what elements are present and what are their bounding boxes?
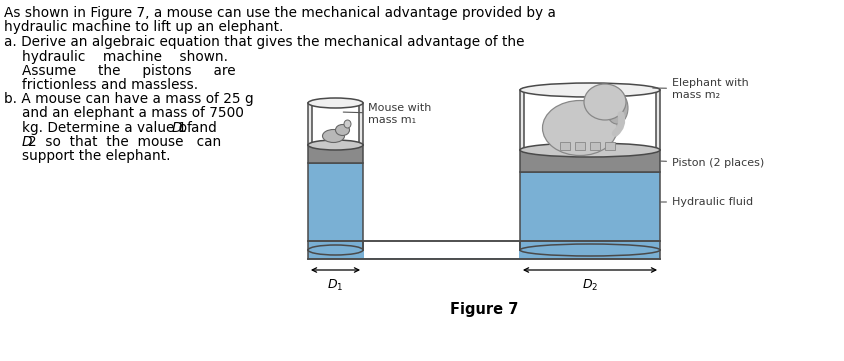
Text: D: D — [172, 121, 182, 135]
Text: 1 and: 1 and — [178, 121, 217, 135]
Bar — [519, 172, 659, 250]
Text: a. Derive an algebraic equation that gives the mechanical advantage of the: a. Derive an algebraic equation that giv… — [4, 35, 524, 49]
Ellipse shape — [307, 98, 363, 108]
Bar — [307, 103, 311, 145]
Ellipse shape — [542, 100, 617, 156]
Text: and an elephant a mass of 7500: and an elephant a mass of 7500 — [22, 106, 244, 121]
Ellipse shape — [307, 245, 363, 255]
Text: support the elephant.: support the elephant. — [22, 149, 170, 163]
Text: $D_2$: $D_2$ — [582, 278, 598, 293]
Bar — [519, 90, 523, 150]
Bar — [307, 241, 659, 259]
Bar — [307, 163, 363, 250]
Ellipse shape — [519, 83, 659, 97]
Ellipse shape — [519, 244, 659, 256]
Ellipse shape — [322, 130, 344, 143]
Ellipse shape — [307, 140, 363, 150]
Bar — [307, 145, 363, 163]
Ellipse shape — [583, 84, 625, 120]
Text: b. A mouse can have a mass of 25 g: b. A mouse can have a mass of 25 g — [4, 92, 253, 106]
Bar — [364, 241, 518, 258]
Ellipse shape — [519, 143, 659, 157]
Bar — [574, 142, 584, 150]
FancyArrowPatch shape — [614, 115, 621, 133]
Ellipse shape — [335, 125, 349, 135]
Bar — [589, 142, 599, 150]
Bar — [655, 90, 659, 150]
Text: 2  so  that  the  mouse   can: 2 so that the mouse can — [28, 135, 221, 149]
Text: As shown in Figure 7, a mouse can use the mechanical advantage provided by a: As shown in Figure 7, a mouse can use th… — [4, 6, 555, 20]
Bar — [560, 142, 570, 150]
Text: $D_1$: $D_1$ — [327, 278, 344, 293]
Bar — [604, 142, 614, 150]
Bar — [307, 163, 363, 250]
Bar — [359, 103, 363, 145]
Text: hydraulic    machine    shown.: hydraulic machine shown. — [22, 49, 228, 64]
Text: Mouse with
mass m₁: Mouse with mass m₁ — [343, 103, 431, 125]
Text: Figure 7: Figure 7 — [449, 302, 517, 317]
Ellipse shape — [605, 92, 627, 124]
Text: Piston (2 places): Piston (2 places) — [660, 158, 763, 168]
Text: Hydraulic fluid: Hydraulic fluid — [660, 197, 752, 207]
Text: kg. Determine a value of: kg. Determine a value of — [22, 121, 196, 135]
Text: hydraulic machine to lift up an elephant.: hydraulic machine to lift up an elephant… — [4, 20, 283, 34]
Text: Assume     the     pistons     are: Assume the pistons are — [22, 64, 235, 78]
Ellipse shape — [344, 120, 350, 128]
Text: Elephant with
mass m₂: Elephant with mass m₂ — [652, 78, 748, 100]
Text: D: D — [22, 135, 32, 149]
Text: frictionless and massless.: frictionless and massless. — [22, 78, 197, 92]
Bar — [519, 150, 659, 172]
